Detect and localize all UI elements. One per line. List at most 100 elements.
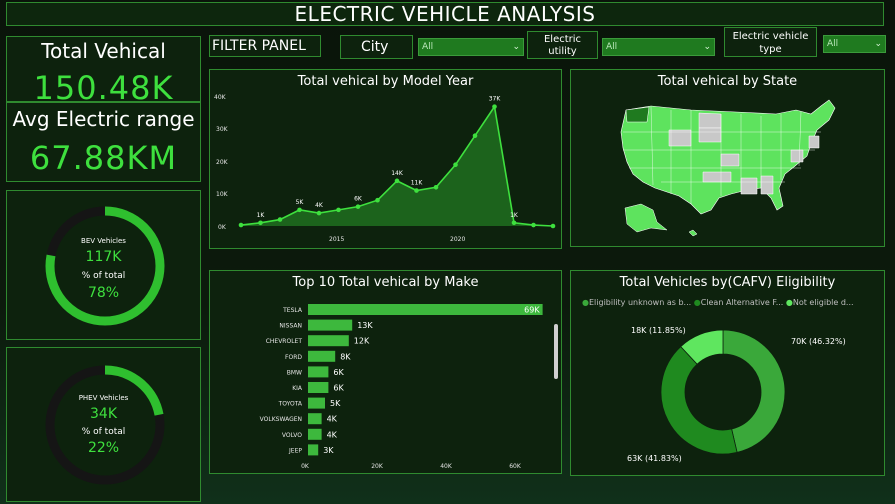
- data-label: 6K: [354, 196, 363, 203]
- data-point: [433, 185, 439, 190]
- gray-state-wy: [668, 129, 692, 147]
- gray-state-ms: [760, 175, 774, 195]
- legend-item: Eligibility unknown as b...: [588, 298, 692, 307]
- alaska-shape: [624, 203, 668, 233]
- phev-name: PHEV Vehicles: [78, 394, 129, 402]
- data-point: [297, 207, 302, 213]
- data-point: [394, 178, 400, 184]
- y-tick: 10K: [216, 191, 229, 198]
- gray-state-dakota: [698, 127, 722, 143]
- category-label: VOLKSWAGEN: [260, 416, 302, 423]
- x-tick: 40K: [440, 463, 453, 470]
- y-tick: 0K: [218, 224, 227, 231]
- data-label: 4K: [315, 202, 324, 209]
- bar[interactable]: [308, 413, 322, 425]
- category-label: TOYOTA: [278, 401, 303, 408]
- donut-slice[interactable]: [660, 346, 738, 455]
- data-label: 37K: [489, 96, 502, 103]
- bar[interactable]: [308, 382, 329, 393]
- gray-state-ok: [702, 171, 732, 183]
- data-point: [258, 220, 263, 226]
- data-point: [492, 104, 497, 109]
- type-dropdown-value: All: [827, 39, 839, 49]
- avg-range-value: 67.88KM: [29, 139, 178, 177]
- gray-state-south: [740, 177, 758, 195]
- bev-name: BEV Vehicles: [81, 237, 126, 245]
- utility-filter-label: Electric utility: [527, 31, 598, 59]
- x-tick: 60K: [509, 463, 522, 470]
- gray-state-wv: [790, 149, 804, 163]
- category-label: VOLVO: [282, 432, 302, 439]
- legend-item: Not eligible d...: [792, 298, 854, 307]
- data-point: [238, 222, 244, 228]
- bev-value: 117K: [85, 249, 122, 265]
- data-label: 5K: [296, 199, 305, 206]
- category-label: CHEVROLET: [266, 338, 303, 345]
- gray-state-ne: [808, 135, 820, 149]
- value-label: 4K: [327, 430, 338, 439]
- chevron-down-icon: ⌄: [512, 42, 520, 52]
- scrollbar-thumb[interactable]: [554, 324, 558, 379]
- value-label: 6K: [333, 384, 344, 393]
- value-label: 8K: [340, 352, 351, 361]
- slice-label: 70K (46.32%): [791, 337, 846, 346]
- cafv-donut: 70K (46.32%) 63K (41.83%) 18K (11.85%): [627, 326, 846, 463]
- model-year-chart: 40K 30K 20K 10K 0K 2015 2020 1K 5K 4K 6K 14K…: [214, 94, 556, 243]
- make-bar-chart: TESLA 69K NISSAN 13K CHEVROLET 12K FORD 8K BMW 6K…: [260, 304, 558, 470]
- cafv-chart-title: Total Vehicles by(CAFV) Eligibility: [619, 275, 836, 290]
- value-label: 3K: [323, 446, 334, 455]
- category-label: KIA: [292, 385, 303, 392]
- type-dropdown[interactable]: All ⌄: [823, 35, 886, 53]
- data-point: [375, 197, 380, 203]
- phev-pct: 22%: [87, 440, 120, 456]
- bar[interactable]: [308, 350, 336, 362]
- slice-label: 18K (11.85%): [631, 326, 686, 335]
- washington-state: [625, 106, 650, 123]
- model-year-chart-title: Total vehical by Model Year: [297, 74, 474, 89]
- dashboard-title: ELECTRIC VEHICLE ANALYSIS: [6, 2, 884, 26]
- bev-card: BEV Vehicles 117K % of total 78%: [6, 190, 201, 340]
- category-label: FORD: [285, 354, 302, 361]
- x-tick: 2020: [450, 236, 465, 243]
- data-label: 11K: [411, 180, 424, 187]
- city-dropdown[interactable]: All ⌄: [418, 38, 524, 56]
- utility-dropdown[interactable]: All ⌄: [602, 38, 715, 56]
- data-label: 1K: [257, 212, 266, 219]
- bar[interactable]: [308, 428, 322, 440]
- donut-slice[interactable]: [680, 329, 724, 365]
- make-chart-card: Top 10 Total vehical by Make TESLA 69K NIS…: [209, 270, 562, 474]
- kpi-range-card: Avg Electric range 67.88KM: [6, 102, 201, 182]
- y-tick: 30K: [216, 126, 229, 133]
- phev-ring-arc: [45, 365, 165, 485]
- category-label: NISSAN: [279, 323, 302, 330]
- value-label: 69K: [524, 306, 540, 315]
- data-label: 14K: [391, 170, 404, 177]
- category-label: JEEP: [288, 447, 302, 454]
- utility-dropdown-value: All: [606, 42, 618, 52]
- bar[interactable]: [308, 319, 353, 331]
- data-point: [472, 133, 478, 138]
- bar[interactable]: [308, 366, 329, 378]
- donut-slice[interactable]: [722, 329, 786, 453]
- category-label: TESLA: [282, 307, 303, 314]
- hawaii-shape: [688, 229, 698, 237]
- bar[interactable]: [308, 444, 319, 456]
- type-filter-label: Electric vehicle type: [724, 27, 817, 57]
- value-label: 4K: [327, 415, 338, 424]
- bar[interactable]: [308, 304, 543, 315]
- bev-pct: 78%: [87, 285, 120, 301]
- bev-pct-label: % of total: [81, 271, 126, 281]
- data-point: [277, 217, 283, 222]
- x-tick: 0K: [301, 463, 310, 470]
- slice-label: 63K (41.83%): [627, 454, 682, 463]
- legend-item: Clean Alternative F...: [700, 298, 784, 307]
- data-point: [453, 162, 458, 168]
- kpi-total-card: Total Vehical 150.48K: [6, 36, 201, 107]
- data-point: [511, 220, 517, 226]
- bar[interactable]: [308, 397, 325, 409]
- phev-pct-label: % of total: [81, 427, 126, 437]
- bar[interactable]: [308, 335, 349, 347]
- total-vehicle-label: Total Vehical: [41, 39, 166, 63]
- area-fill: [241, 106, 553, 226]
- data-point: [414, 188, 419, 193]
